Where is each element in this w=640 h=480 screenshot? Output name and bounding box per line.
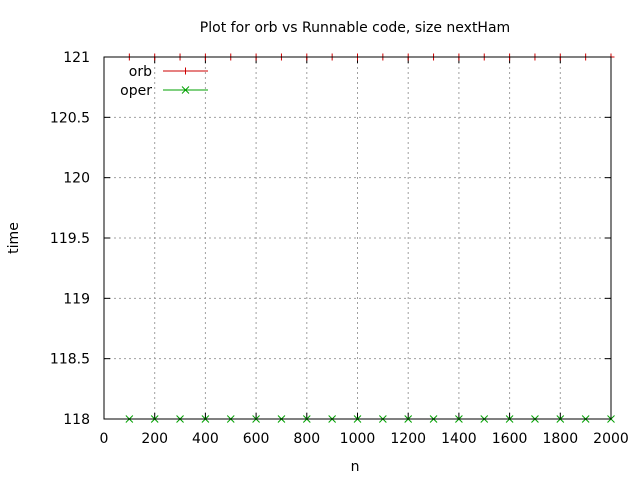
legend: orb oper <box>120 64 208 99</box>
legend-marker <box>181 86 190 94</box>
x-tick-label: 1800 <box>542 431 578 447</box>
x-tick-label: 400 <box>192 431 219 447</box>
marker-stroke <box>181 86 190 94</box>
x-tick-label: 1400 <box>441 431 477 447</box>
legend-label: orb <box>129 64 152 80</box>
y-tick-label: 118.5 <box>50 352 90 368</box>
grid <box>104 57 611 419</box>
x-tick-label: 600 <box>243 431 270 447</box>
x-tick-label: 800 <box>293 431 320 447</box>
y-tick-label: 120 <box>63 171 90 187</box>
x-tick-label: 1200 <box>390 431 426 447</box>
y-tick-label: 120.5 <box>50 110 90 126</box>
y-axis-label: time <box>6 222 22 254</box>
legend-entry: oper <box>120 83 208 99</box>
y-tick-label: 119 <box>63 291 90 307</box>
x-tick-label: 1600 <box>492 431 528 447</box>
y-tick-label: 119.5 <box>50 231 90 247</box>
y-axis-ticks: 118 118.5 119 119.5 120 120.5 121 <box>50 50 611 428</box>
x-tick-label: 0 <box>100 431 109 447</box>
y-tick-label: 118 <box>63 412 90 428</box>
x-tick-label: 200 <box>141 431 168 447</box>
chart-title: Plot for orb vs Runnable code, size next… <box>200 20 510 36</box>
plot-frame <box>103 56 612 420</box>
y-tick-label: 121 <box>63 50 90 66</box>
legend-marker <box>182 67 189 75</box>
x-tick-label: 2000 <box>593 431 629 447</box>
x-axis-label: n <box>351 459 360 475</box>
legend-label: oper <box>120 83 152 99</box>
x-tick-label: 1000 <box>340 431 376 447</box>
legend-entry: orb <box>129 64 208 80</box>
x-axis-ticks: 0 200 400 600 800 1000 1200 1400 1600 1800 2000 <box>100 57 629 447</box>
